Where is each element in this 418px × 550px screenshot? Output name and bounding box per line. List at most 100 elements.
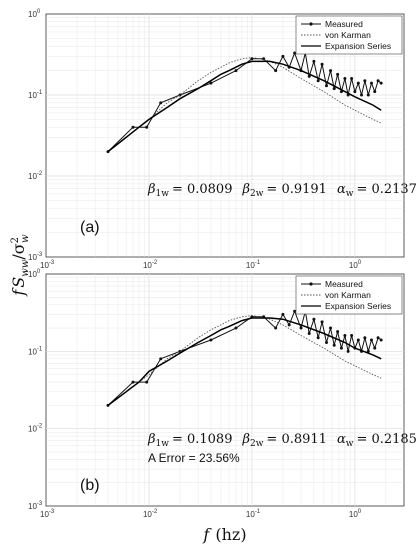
panel-b-measured-point bbox=[312, 317, 316, 321]
panel-a-series-expansion-series bbox=[107, 60, 382, 153]
panel-b-measured-point bbox=[350, 334, 354, 338]
panel-a-legend: Measured von Karman Expansion Series bbox=[295, 15, 403, 55]
panel-a-measured-point bbox=[316, 79, 320, 83]
panel-a-x-tick-label: 10-3 bbox=[40, 260, 55, 270]
panel-a-legend-label-measured: Measured bbox=[325, 19, 363, 29]
panel-b-measured-point bbox=[336, 330, 340, 334]
panel-a-measured-point bbox=[376, 79, 380, 83]
panel-b-measured-point bbox=[307, 332, 311, 336]
panel-b-x-tick-label: 10-2 bbox=[143, 509, 158, 519]
panel-b-x-tick-label: 10-1 bbox=[246, 509, 261, 519]
panel-b-measured-point bbox=[159, 357, 163, 361]
panel-a-measured-point bbox=[209, 81, 213, 85]
panel-b-series-measured bbox=[107, 309, 382, 406]
panel-b-measured-point bbox=[369, 338, 373, 342]
panel-a-measured-point bbox=[312, 59, 316, 63]
panel-a-measured-point bbox=[360, 93, 364, 97]
panel-a-y-tick-label: 10-1 bbox=[28, 90, 43, 100]
panel-b-series bbox=[106, 309, 383, 407]
panel-b-legend: Measured von Karman Expansion Series bbox=[295, 275, 403, 315]
panel-b-measured-point bbox=[299, 326, 303, 330]
panel-b-measured-point bbox=[209, 338, 213, 342]
panel-b-measured-point bbox=[363, 336, 367, 340]
panel-b-y-tick-label: 100 bbox=[28, 269, 41, 279]
panel-b-y-tick-label: 10-1 bbox=[28, 346, 43, 356]
panel-b-parameters: β1w = 0.1089 β2w = 0.8911 αw = 0.2185 bbox=[147, 432, 417, 449]
panel-a-measured-point bbox=[350, 76, 354, 80]
panel-b-measured-point bbox=[287, 323, 291, 327]
panel-a-measured-point bbox=[145, 125, 149, 129]
panel-b-measured-point bbox=[131, 380, 135, 384]
panel-a-label: (a) bbox=[80, 219, 100, 236]
panel-a-y-tick-label: 10-3 bbox=[28, 252, 43, 262]
panel-b-measured-point bbox=[379, 338, 383, 342]
panel-b-measured-point bbox=[373, 346, 377, 350]
panel-a-measured-point bbox=[274, 69, 278, 73]
panel-a-measured-point bbox=[329, 69, 333, 73]
panel-b-measured-point bbox=[320, 320, 324, 324]
panel-a-series-measured bbox=[107, 51, 382, 152]
panel-b-measured-point bbox=[329, 326, 333, 330]
panel-a-measured-point bbox=[159, 101, 163, 105]
panel-b-y-tick-label: 10-2 bbox=[28, 424, 43, 434]
panel-b-legend-marker-measured bbox=[309, 282, 313, 286]
panel-b-y-tick-label: 10-3 bbox=[28, 501, 43, 511]
panel-b-x-tick-label: 100 bbox=[349, 509, 362, 519]
panel-a-measured-point bbox=[353, 90, 357, 94]
panel-a-series-von-karman bbox=[107, 57, 382, 152]
panel-a-measured-point bbox=[369, 81, 373, 85]
panel-b-measured-point bbox=[316, 336, 320, 340]
panel-b-grid bbox=[46, 274, 404, 506]
panel-a-measured-point bbox=[281, 54, 285, 58]
panel-a-measured-point bbox=[131, 125, 135, 129]
panel-b-series-von-karman bbox=[107, 315, 382, 406]
panel-a-parameters: β1w = 0.0809 β2w = 0.9191 αw = 0.2137 bbox=[147, 182, 417, 199]
panel-b: 10-3 10-2 10-1 100 10-3 10-2 10-1 100 Measured … bbox=[28, 269, 417, 519]
panel-b-measured-point bbox=[281, 312, 285, 316]
panel-a-measured-point bbox=[293, 51, 297, 55]
y-axis-label: fSww/σ2w bbox=[9, 234, 31, 297]
panel-a-grid bbox=[46, 14, 404, 257]
panel-a-measured-point bbox=[373, 90, 377, 94]
panel-b-legend-label-expansion: Expansion Series bbox=[325, 301, 391, 311]
panel-a-measured-point bbox=[320, 62, 324, 66]
panel-a-measured-point bbox=[307, 74, 311, 78]
panel-a-legend-marker-measured bbox=[309, 22, 313, 26]
panel-b-measured-point bbox=[324, 341, 328, 345]
panel-a-measured-point bbox=[343, 76, 347, 80]
panel-a-measured-point bbox=[234, 69, 238, 73]
panel-a-measured-point bbox=[336, 72, 340, 76]
panel-a-measured-point bbox=[366, 93, 370, 97]
panel-b-measured-point bbox=[145, 380, 149, 384]
panel-b-measured-point bbox=[274, 326, 278, 330]
panel-a-y-tick-label: 10-2 bbox=[28, 171, 43, 181]
panel-b-measured-point bbox=[346, 349, 350, 353]
panel-b-legend-label-von-karman: von Karman bbox=[325, 290, 371, 300]
panel-b-tick-labels: 10-3 10-2 10-1 100 10-3 10-2 10-1 100 bbox=[28, 269, 362, 519]
panel-b-x-tick-label: 10-3 bbox=[40, 509, 55, 519]
panel-a-y-tick-label: 100 bbox=[28, 9, 41, 19]
panel-a-measured-point bbox=[332, 87, 336, 91]
panel-a-plot-area bbox=[45, 13, 405, 258]
panel-a-legend-label-von-karman: von Karman bbox=[325, 30, 371, 40]
panel-a-x-tick-label: 10-1 bbox=[246, 260, 261, 270]
panel-b-measured-point bbox=[339, 346, 343, 350]
panel-b-error-note: A Error = 23.56% bbox=[148, 451, 240, 465]
panel-a-measured-point bbox=[379, 81, 383, 85]
panel-a-measured-point bbox=[356, 81, 360, 85]
panel-a-legend-label-expansion: Expansion Series bbox=[325, 41, 391, 51]
panel-a-tick-labels: 10-3 10-2 10-1 100 10-3 10-2 10-1 100 bbox=[28, 9, 362, 270]
panel-a-x-tick-label: 100 bbox=[349, 260, 362, 270]
panel-a-measured-point bbox=[363, 79, 367, 83]
panel-b-label: (b) bbox=[80, 477, 100, 494]
panel-b-measured-point bbox=[332, 343, 336, 347]
panel-a-series bbox=[106, 51, 383, 154]
panel-b-measured-point bbox=[234, 326, 238, 330]
panel-a: 10-3 10-2 10-1 100 10-3 10-2 10-1 100 Measured … bbox=[28, 9, 417, 270]
x-axis-label: f (hz) bbox=[202, 525, 246, 544]
panel-b-measured-point bbox=[343, 334, 347, 338]
panel-b-measured-point bbox=[356, 338, 360, 342]
panel-a-x-tick-label: 10-2 bbox=[143, 260, 158, 270]
panel-b-measured-point bbox=[376, 336, 380, 340]
